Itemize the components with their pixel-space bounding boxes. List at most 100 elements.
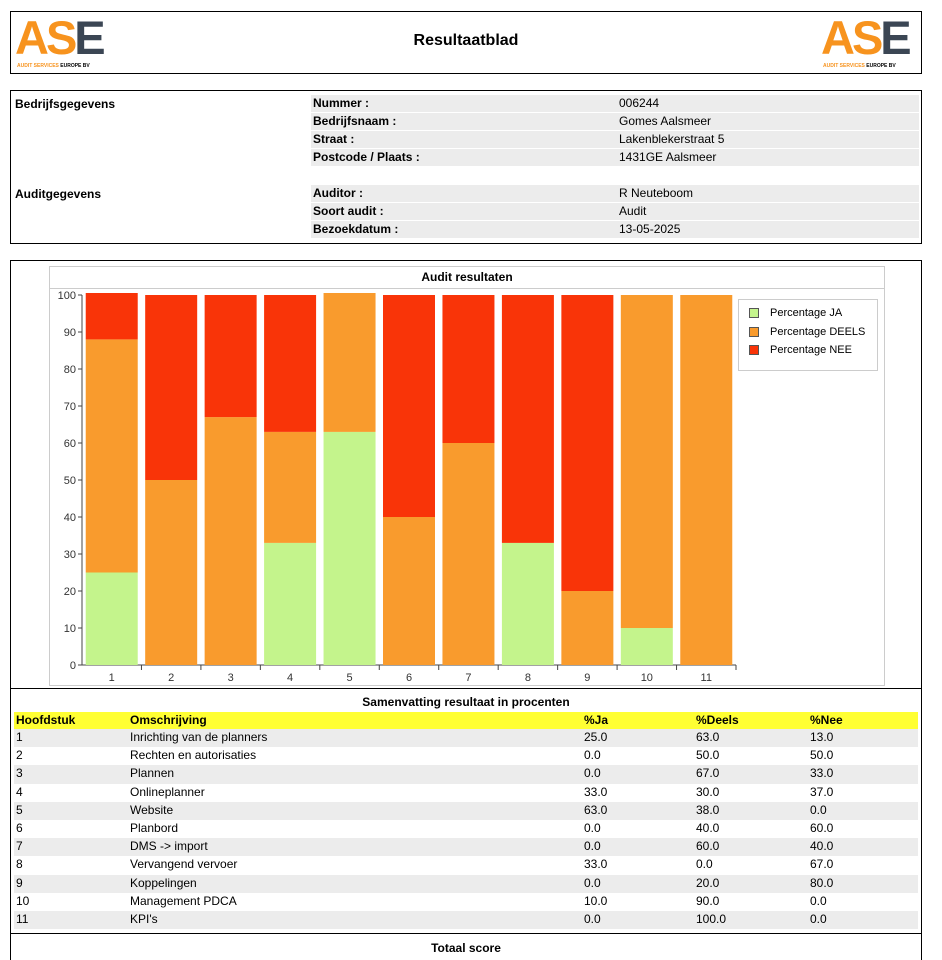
bar-segment (85, 572, 138, 665)
table-cell: 33.0 (810, 766, 834, 781)
table-cell: Koppelingen (130, 875, 197, 890)
x-tick-label: 11 (701, 672, 712, 684)
table-cell: Planbord (130, 820, 179, 835)
col-omschrijving: Omschrijving (130, 713, 207, 727)
table-cell: 37.0 (810, 784, 834, 799)
x-tick-label: 8 (525, 672, 531, 684)
table-cell: 11 (16, 911, 29, 926)
table-row: 3 Plannen 0.0 67.0 33.0 (14, 765, 918, 784)
bar-segment (501, 542, 554, 665)
table-cell: 0.0 (696, 857, 713, 872)
table-cell: 33.0 (584, 857, 608, 872)
x-tick-label: 4 (287, 672, 293, 684)
x-tick-label: 2 (168, 672, 174, 684)
table-cell: 7 (16, 839, 23, 854)
table-cell: 0.0 (584, 820, 601, 835)
table-cell: 67.0 (696, 766, 720, 781)
info-value: Gomes Aalsmeer (617, 113, 919, 130)
legend-swatch-nee (749, 345, 759, 355)
bar-segment (145, 480, 198, 665)
table-cell: 1 (16, 730, 23, 744)
bar-segment (383, 517, 435, 665)
x-tick-label: 3 (228, 672, 234, 684)
table-row: 11 KPI's 0.0 100.0 0.0 (14, 910, 918, 930)
info-label: Soort audit : (311, 203, 617, 220)
y-tick-label: 80 (64, 364, 76, 376)
total-score-title: Totaal score (431, 941, 501, 955)
bar-segment (264, 542, 317, 665)
chart-canvas: 0 10 20 30 40 50 60 70 80 90 100 1 2 3 4 5 6 7 8 9 10 11 (58, 290, 737, 684)
table-header: Hoofdstuk Omschrijving %Ja %Deels %Nee (14, 712, 918, 729)
chart-legend: Percentage JA Percentage DEELS Percentag… (738, 299, 878, 371)
x-tick-label: 9 (584, 672, 590, 684)
bar-segment (561, 295, 614, 591)
y-tick-label: 20 (64, 586, 76, 598)
x-tick-label: 5 (346, 672, 352, 684)
chart-title: Audit resultaten (50, 267, 884, 289)
bedrijfsgegevens-heading: Bedrijfsgegevens (15, 97, 116, 111)
bar-segment (620, 295, 673, 628)
table-cell: 63.0 (584, 802, 608, 817)
legend-swatch-deels (749, 327, 759, 337)
table-row: 9 Koppelingen 0.0 20.0 80.0 (14, 874, 918, 893)
table-cell: 67.0 (810, 857, 834, 872)
ase-logo-left: ASE AUDIT SERVICES EUROPE BV (15, 11, 106, 69)
auditgegevens-heading: Auditgegevens (15, 187, 102, 201)
table-cell: 33.0 (584, 784, 608, 799)
table-cell: KPI's (130, 911, 158, 926)
table-cell: Inrichting van de planners (130, 730, 268, 744)
y-tick-label: 90 (64, 327, 76, 339)
y-tick-label: 100 (58, 290, 76, 302)
bar-segment (323, 293, 376, 432)
table-cell: 40.0 (810, 839, 834, 854)
table-cell: 90.0 (696, 893, 720, 908)
table-cell: 8 (16, 857, 23, 872)
info-value: 13-05-2025 (617, 221, 919, 238)
table-row: 8 Vervangend vervoer 33.0 0.0 67.0 (14, 856, 918, 874)
table-cell: 0.0 (810, 911, 827, 926)
bar-segment (501, 295, 554, 543)
table-row: 7 DMS -> import 0.0 60.0 40.0 (14, 838, 918, 857)
table-cell: 0.0 (584, 875, 601, 890)
table-cell: 38.0 (696, 802, 720, 817)
page-title: Resultaatblad (413, 32, 519, 49)
info-label: Bedrijfsnaam : (311, 113, 617, 130)
bar-segment (85, 339, 138, 573)
company-audit-info: Bedrijfsgegevens Auditgegevens Nummer : … (10, 90, 922, 244)
table-cell: 50.0 (696, 748, 720, 763)
table-cell: 40.0 (696, 820, 720, 835)
divider (11, 933, 921, 934)
x-tick-label: 1 (109, 672, 115, 684)
col-nee: %Nee (810, 713, 843, 727)
table-cell: 25.0 (584, 730, 608, 744)
table-cell: 3 (16, 766, 23, 781)
info-value: R Neuteboom (617, 185, 919, 202)
table-cell: 100.0 (696, 911, 727, 926)
y-tick-label: 60 (64, 438, 76, 450)
table-cell: 6 (16, 820, 23, 835)
table-cell: 80.0 (810, 875, 834, 890)
x-tick-label: 6 (406, 672, 412, 684)
bar-segment (383, 295, 435, 517)
table-cell: Website (130, 802, 174, 817)
table-cell: 0.0 (810, 802, 827, 817)
bar-segment (442, 295, 495, 443)
table-cell: 5 (16, 802, 23, 817)
info-label: Straat : (311, 131, 617, 148)
x-tick-label: 7 (465, 672, 471, 684)
info-label: Postcode / Plaats : (311, 149, 617, 166)
table-body: 1 Inrichting van de planners 25.0 63.0 13.0 2… (14, 729, 918, 930)
bar-segment (561, 591, 614, 665)
table-cell: 60.0 (810, 820, 834, 835)
info-label: Bezoekdatum : (311, 221, 617, 238)
table-cell: 10.0 (584, 893, 608, 908)
bar-segment (264, 295, 317, 432)
y-tick-label: 70 (64, 401, 76, 413)
bar-segment (145, 295, 198, 480)
legend-swatch-ja (749, 308, 759, 318)
table-cell: 0.0 (584, 839, 601, 854)
table-cell: 9 (16, 875, 23, 890)
divider (11, 688, 921, 689)
info-label: Auditor : (311, 185, 617, 202)
table-row: 2 Rechten en autorisaties 0.0 50.0 50.0 (14, 747, 918, 765)
